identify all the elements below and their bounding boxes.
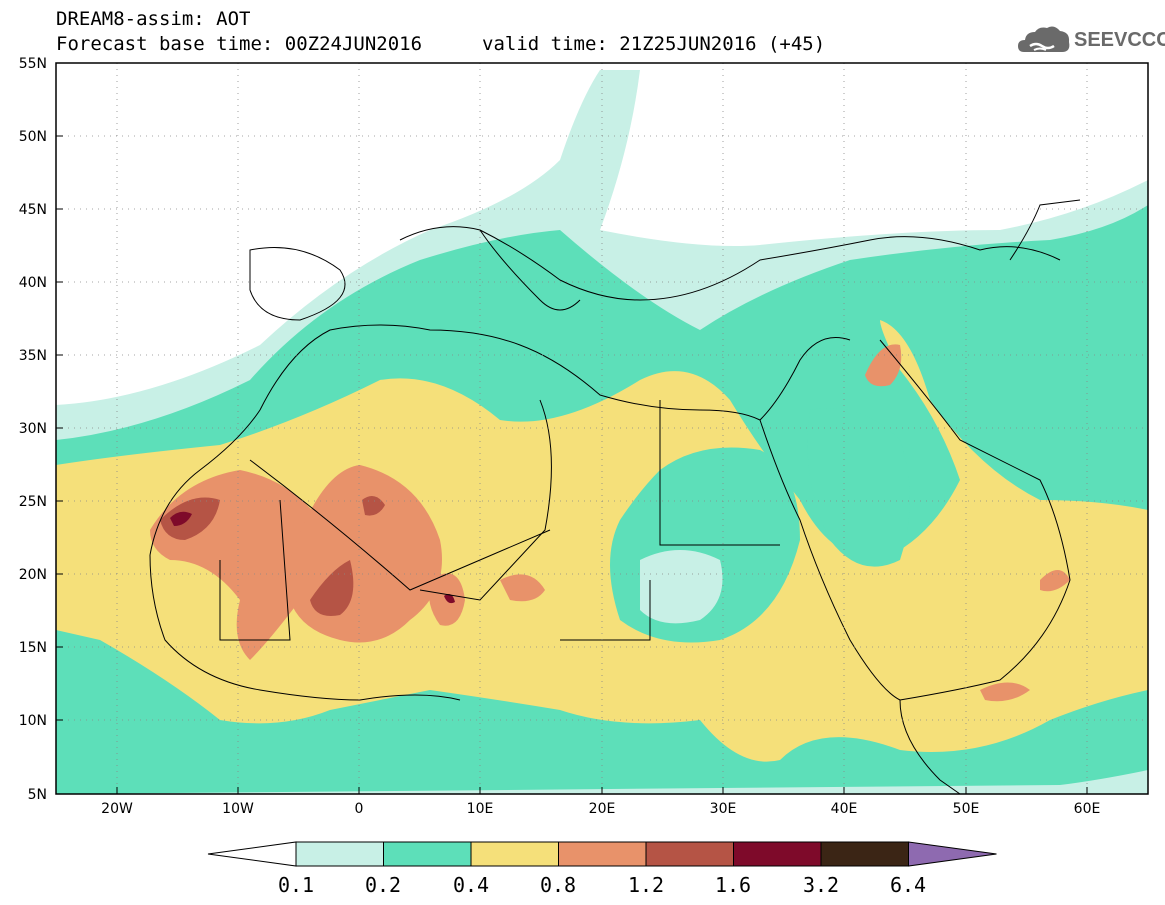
colorbar-label: 0.2 [365,873,401,897]
colorbar-swatch [558,841,647,867]
colorbar-swatch [733,841,822,867]
lat-label: 20N [19,567,47,583]
coastlines [149,199,1081,794]
lat-label: 45N [19,202,47,218]
lat-label: 5N [28,787,47,803]
colorbar-label: 0.4 [453,873,489,897]
colorbar-underflow-triangle [207,841,297,867]
colorbar-overflow-triangle [908,841,997,867]
base-time-label: Forecast base time: 00Z24JUN2016 [56,33,423,55]
colorbar-swatches [207,841,997,867]
lat-label: 40N [19,275,47,291]
lon-label: 50E [953,801,980,817]
tick-marks [56,62,1088,795]
colorbar-label: 1.6 [715,873,751,897]
lat-label: 55N [19,56,47,72]
lon-label: 60E [1074,801,1101,817]
lat-label: 10N [19,713,47,729]
colorbar-swatch [295,841,384,867]
lon-label: 20E [589,801,616,817]
colorbar-labels: 0.1 0.2 0.4 0.8 1.2 1.6 3.2 6.4 [278,873,926,897]
logo-text: SEEVCCC [1074,29,1165,51]
lat-label: 30N [19,421,47,437]
colorbar-label: 6.4 [890,873,926,897]
lat-label: 50N [19,129,47,145]
lon-label: 10E [467,801,494,817]
lon-label: 30E [710,801,737,817]
colorbar-label: 1.2 [628,873,664,897]
lat-label: 15N [19,640,47,656]
lon-label: 0 [355,801,364,817]
colorbar-swatch [383,841,472,867]
graticule [56,63,1148,794]
lat-label: 35N [19,348,47,364]
colorbar-label: 3.2 [803,873,839,897]
valid-time-label: valid time: 21Z25JUN2016 (+45) [482,33,826,55]
seevccc-logo: SEEVCCC [1016,22,1165,58]
lon-label: 40E [831,801,858,817]
lat-label: 25N [19,494,47,510]
colorbar-label: 0.8 [540,873,576,897]
lat-labels: 55N 50N 45N 40N 35N 30N 25N 20N 15N 10N … [19,56,47,803]
lon-labels: 20W 10W 0 10E 20E 30E 40E 50E 60E [101,801,1100,817]
colorbar-swatch [645,841,734,867]
cloud-icon [1018,26,1070,52]
colorbar-swatch [470,841,559,867]
lon-label: 20W [101,801,133,817]
lon-label: 10W [222,801,254,817]
colorbar-label: 0.1 [278,873,314,897]
colorbar-swatch [820,841,909,867]
map-title: DREAM8-assim: AOT [56,8,251,30]
